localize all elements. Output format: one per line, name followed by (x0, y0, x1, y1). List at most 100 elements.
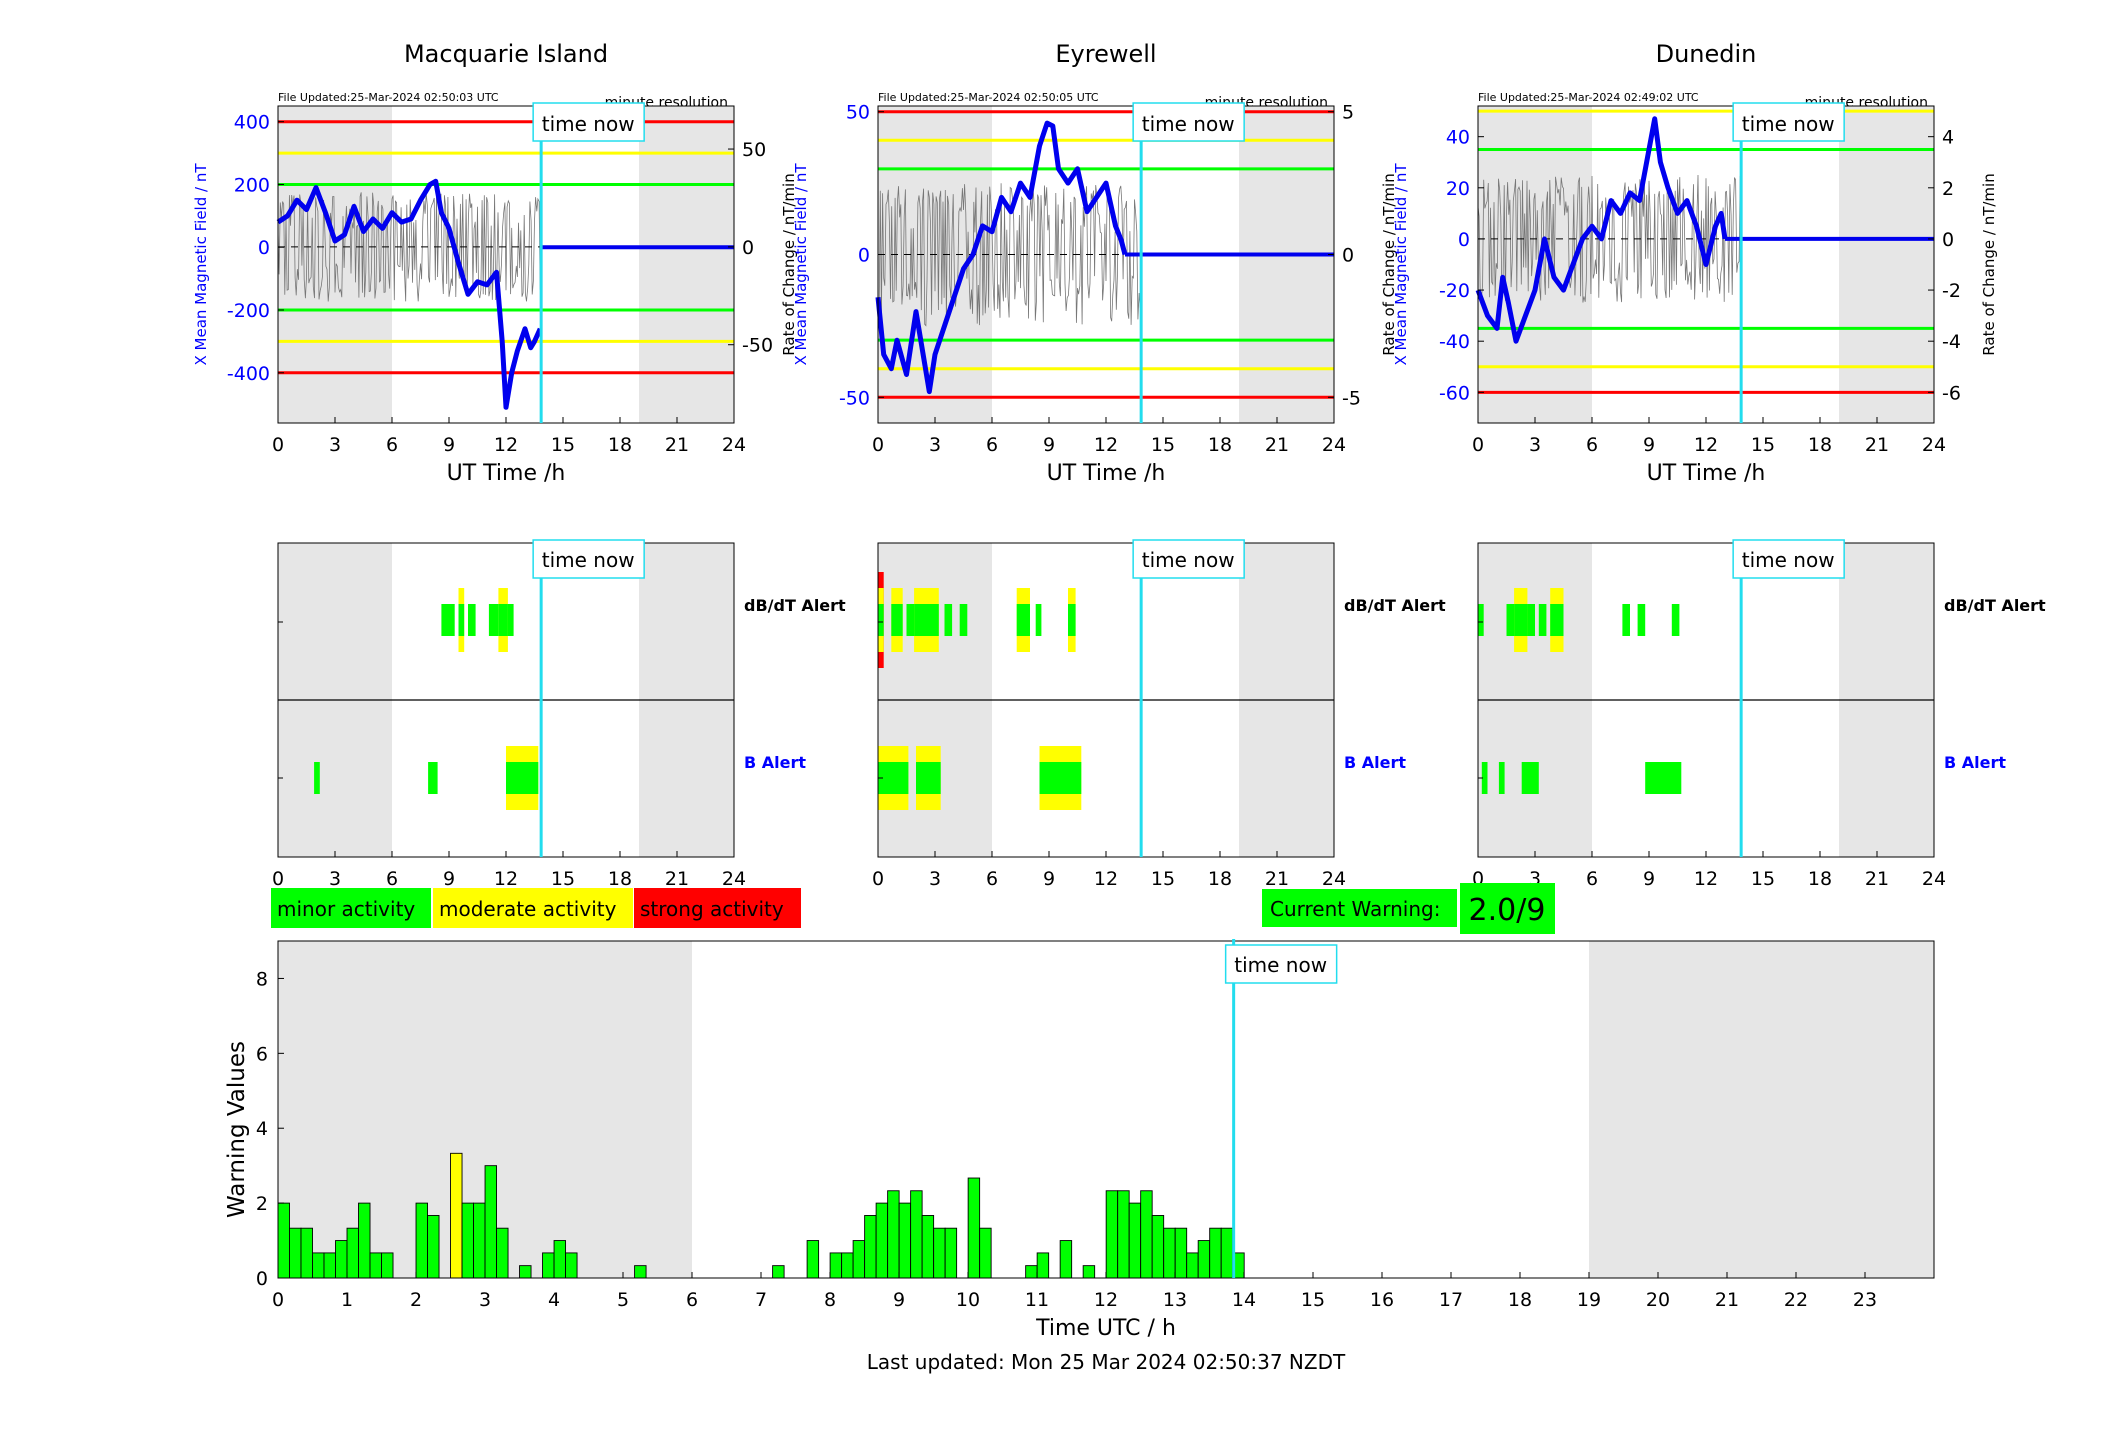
right-tick-label: -4 (1942, 331, 1961, 353)
x-tick-label: 9 (443, 868, 455, 890)
histogram-bar (323, 1252, 336, 1279)
legend-swatch-moderate (433, 888, 633, 928)
alert-bar-minor (1016, 604, 1030, 636)
histogram-bar (933, 1227, 946, 1279)
x-tick-label: 9 (443, 434, 455, 456)
alert-bar-minor (1039, 762, 1082, 794)
right-tick-label: 4 (1942, 127, 1954, 149)
x-tick-label: 6 (386, 434, 398, 456)
histogram-bar (841, 1252, 854, 1279)
histogram-bar (1059, 1240, 1073, 1279)
histogram-bar (346, 1227, 359, 1279)
current-warning-label-box (1262, 889, 1457, 927)
histogram-bar (312, 1252, 325, 1279)
alert-bar-minor (1514, 604, 1528, 636)
current-warning-value-box (1460, 883, 1555, 934)
alert-bar-minor (468, 604, 476, 636)
night-shading (639, 106, 734, 423)
histogram-bar (634, 1265, 647, 1279)
x-tick-label: 3 (1529, 434, 1541, 456)
histogram-bar (473, 1202, 486, 1279)
x-tick-label: 0 (872, 868, 884, 890)
x-tick-label: 3 (929, 868, 941, 890)
histogram-bar (289, 1227, 302, 1279)
histogram-bar (1174, 1227, 1188, 1279)
alert-bar-minor (441, 604, 455, 636)
time-now-box (1132, 102, 1245, 142)
x-tick-label: 6 (1586, 868, 1598, 890)
histogram-bar (1163, 1227, 1176, 1279)
histogram-x-label: Time UTC / h (1035, 1316, 1176, 1341)
histogram-bar (898, 1202, 912, 1279)
current-warning: Current Warning: 2.0/9 (1262, 883, 1555, 934)
histogram-bar (887, 1190, 900, 1279)
alert-bar-minor (506, 762, 539, 794)
histogram-bar (1209, 1227, 1222, 1279)
x-tick-label: 1 (341, 1289, 353, 1311)
histogram-bar (1105, 1190, 1119, 1279)
x-tick-label: 5 (617, 1289, 629, 1311)
dbdt-alert-label: dB/dT Alert (744, 596, 846, 615)
x-tick-label: 0 (272, 1289, 284, 1311)
time-now-box (1224, 944, 1338, 984)
histogram-bar (381, 1252, 394, 1279)
x-tick-label: 6 (686, 1289, 698, 1311)
x-tick-label: 3 (479, 1289, 491, 1311)
left-tick-label: 0 (1458, 229, 1470, 251)
x-tick-label: 8 (824, 1289, 836, 1311)
current-warning-value: 2.0/9 (1469, 893, 1546, 928)
histogram-bar (1036, 1252, 1050, 1279)
x-tick-label: 3 (329, 434, 341, 456)
alert-bar-minor (1622, 604, 1630, 636)
x-tick-label: 10 (956, 1289, 980, 1311)
left-tick-label: 0 (858, 245, 870, 267)
field-series-line (276, 178, 543, 410)
histogram-bar (277, 1202, 290, 1279)
x-tick-label: 3 (929, 434, 941, 456)
y-axis-label-right: Rate of Change / nT/min (1980, 173, 1998, 355)
histogram-bar (427, 1215, 440, 1279)
file-updated-label: File Updated:25-Mar-2024 02:49:02 UTC (1478, 91, 1699, 104)
histogram-bar (553, 1240, 567, 1279)
histogram-bar (358, 1202, 371, 1279)
x-tick-label: 12 (494, 868, 518, 890)
right-tick-label: 0 (1942, 229, 1954, 251)
x-tick-label: 24 (722, 868, 746, 890)
x-tick-label: 12 (494, 434, 518, 456)
b-alert-label: B Alert (1944, 753, 2006, 772)
x-axis-label: UT Time /h (1047, 461, 1166, 486)
histogram-bar (864, 1215, 877, 1279)
alert-bar-minor (1671, 604, 1680, 636)
alert-bar-minor (959, 604, 968, 636)
x-axis-label: UT Time /h (1647, 461, 1766, 486)
x-tick-label: 9 (893, 1289, 905, 1311)
field-series-line (1475, 116, 1728, 344)
legend-label-minor: minor activity (277, 897, 415, 921)
alert-bar-minor (1035, 604, 1042, 636)
station-title: Dunedin (1656, 40, 1757, 68)
legend-swatch-strong (634, 888, 801, 928)
x-tick-label: 9 (1643, 868, 1655, 890)
right-tick-label: -50 (742, 335, 773, 357)
alert-bar-minor (1481, 762, 1488, 794)
right-tick-label: 0 (742, 237, 754, 259)
x-tick-label: 12 (1694, 434, 1718, 456)
right-tick-label: -6 (1942, 382, 1961, 404)
legend-swatch-minor (271, 888, 431, 928)
dbdt-alert-label: dB/dT Alert (1944, 596, 2046, 615)
time-now-box (1732, 539, 1845, 579)
histogram-bar (450, 1152, 463, 1279)
x-tick-label: 18 (1208, 868, 1232, 890)
x-tick-label: 21 (1715, 1289, 1739, 1311)
night-shading (1239, 106, 1334, 423)
alert-bar-minor (891, 604, 903, 636)
alert-bar-minor (507, 604, 514, 636)
alert-bar-minor (906, 604, 915, 636)
x-tick-label: 18 (608, 868, 632, 890)
left-tick-label: 200 (234, 174, 270, 196)
x-tick-label: 0 (1472, 434, 1484, 456)
legend-label-moderate: moderate activity (439, 897, 617, 921)
